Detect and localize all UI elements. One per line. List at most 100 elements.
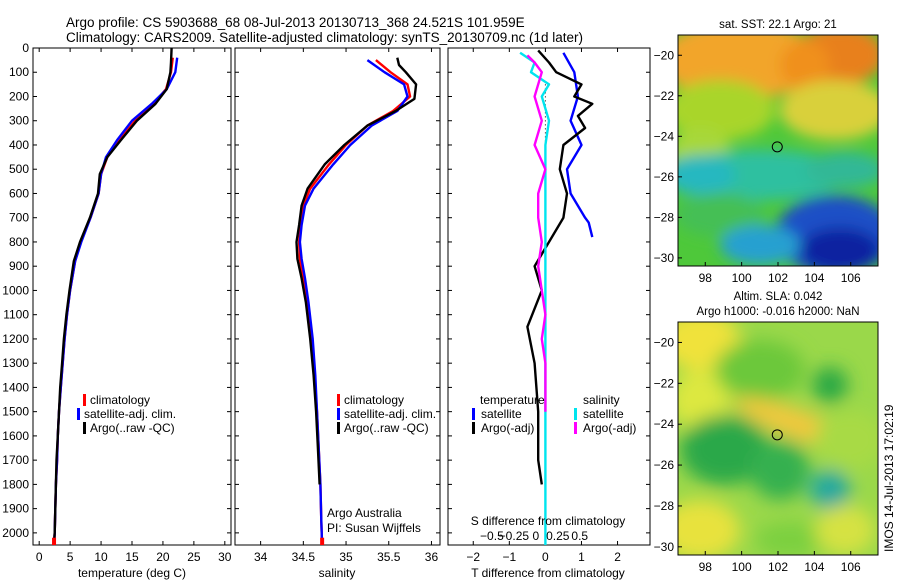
legend-swatch-t-satellite xyxy=(472,408,475,420)
legend-title-salinity: salinity xyxy=(583,393,620,407)
depth-tick-label: 1800 xyxy=(2,477,29,491)
sla-map-panel: Altim. SLA: 0.042 Argo h1000: -0.016 h20… xyxy=(654,291,879,574)
legend-label-s-argo: Argo(-adj) xyxy=(583,421,636,435)
depth-tick-label: 600 xyxy=(9,186,29,200)
temperature-panel: 0100200300400500600700800900100011001200… xyxy=(2,41,232,580)
depth-tick-label: 700 xyxy=(9,211,29,225)
lat-tick-label: −26 xyxy=(654,170,675,184)
legend-swatch-climatology xyxy=(337,394,340,406)
lon-tick-label: 102 xyxy=(768,560,788,574)
salinity-difference-tick-label: 0.5 xyxy=(571,529,588,543)
depth-tick-label: 800 xyxy=(9,235,29,249)
lon-tick-label: 98 xyxy=(699,560,713,574)
difference-legend: temperature salinity satellite Argo(-adj… xyxy=(472,393,636,435)
lat-tick-label: −20 xyxy=(654,48,675,62)
depth-tick-label: 1400 xyxy=(2,380,29,394)
legend-swatch-satellite xyxy=(77,408,80,420)
lon-tick-label: 98 xyxy=(699,271,713,285)
depth-tick-label: 900 xyxy=(9,259,29,273)
difference-xlabel-bottom: T difference from climatology xyxy=(471,566,625,580)
lat-tick-label: −28 xyxy=(654,210,675,224)
legend-label-climatology: climatology xyxy=(344,393,404,407)
difference-panel: −2 −1 0 1 2 −0.5−0.25 0 0.25 0.5 T difference f… xyxy=(447,47,651,580)
lat-tick-label: −28 xyxy=(654,499,675,513)
legend-label-s-satellite: satellite xyxy=(583,407,624,421)
depth-tick-label: 1500 xyxy=(2,405,29,419)
series-line-argo-raw-qc- xyxy=(52,47,173,546)
x-tick-label: 1 xyxy=(578,550,585,564)
legend-label-t-argo: Argo(-adj) xyxy=(481,421,534,435)
lat-tick-label: −24 xyxy=(654,417,675,431)
imos-stamp: IMOS 14-Jul-2013 17:02:19 xyxy=(882,404,896,552)
series-line-satellite-adj-clim- xyxy=(52,57,179,546)
credit-pi: PI: Susan Wijffels xyxy=(327,521,421,535)
lat-tick-label: −30 xyxy=(654,540,675,554)
lon-tick-label: 102 xyxy=(768,271,788,285)
x-tick-label: 34 xyxy=(254,550,268,564)
lon-tick-label: 104 xyxy=(804,560,824,574)
x-tick-label: 2 xyxy=(614,550,621,564)
salinity-xlabel: salinity xyxy=(319,566,356,580)
legend-label-satellite: satellite-adj. clim. xyxy=(344,407,436,421)
bottom-marker xyxy=(320,537,325,545)
x-tick-label: 0 xyxy=(542,550,549,564)
x-tick-label: 15 xyxy=(125,550,139,564)
lat-tick-label: −24 xyxy=(654,129,675,143)
depth-tick-label: 400 xyxy=(9,138,29,152)
depth-tick-label: 1900 xyxy=(2,502,29,516)
temperature-xlabel: temperature (deg C) xyxy=(78,566,186,580)
lon-tick-label: 106 xyxy=(841,271,861,285)
legend-swatch-argo xyxy=(337,422,340,434)
x-tick-label: −2 xyxy=(466,550,480,564)
lat-tick-label: −20 xyxy=(654,335,675,349)
legend-label-argo: Argo(..raw -QC) xyxy=(344,421,429,435)
legend-swatch-s-argo xyxy=(574,422,577,434)
depth-tick-label: 1100 xyxy=(3,308,29,322)
depth-tick-label: 300 xyxy=(9,114,29,128)
salinity-axes-frame xyxy=(234,47,441,546)
x-tick-label: 25 xyxy=(187,550,201,564)
lon-tick-label: 104 xyxy=(804,271,824,285)
difference-xlabel-top: S difference from climatology xyxy=(471,514,626,528)
difference-axes-frame xyxy=(447,47,651,546)
x-tick-label: 30 xyxy=(218,550,232,564)
series-line-climatology xyxy=(52,57,174,546)
salinity-panel: 34 34.5 35 35.5 36 salinity climatology sate… xyxy=(234,47,441,580)
sla-map-title-line-1: Altim. SLA: 0.042 xyxy=(734,291,823,303)
series-line-argo-raw-qc- xyxy=(295,57,418,485)
x-tick-label: 35.5 xyxy=(377,550,401,564)
lat-tick-label: −30 xyxy=(654,251,675,265)
legend-label-t-satellite: satellite xyxy=(481,407,522,421)
lat-tick-label: −22 xyxy=(654,89,675,103)
credit-org: Argo Australia xyxy=(327,506,402,520)
sst-heatmap-field xyxy=(678,35,878,266)
depth-tick-label: 1000 xyxy=(2,283,29,297)
depth-tick-label: 200 xyxy=(9,89,29,103)
depth-tick-label: 1300 xyxy=(2,356,29,370)
lat-tick-label: −22 xyxy=(654,376,675,390)
sst-map-panel: sat. SST: 22.1 Argo: 21 98 100 102 104 106 xyxy=(654,19,879,285)
sla-heatmap-field xyxy=(678,322,878,555)
lon-tick-label: 100 xyxy=(732,271,752,285)
x-tick-label: 0 xyxy=(36,550,43,564)
series-line-s-satellite xyxy=(519,51,551,545)
x-tick-label: 5 xyxy=(67,550,74,564)
series-line-s-argo-adj- xyxy=(526,54,547,412)
lat-tick-label: −26 xyxy=(654,458,675,472)
x-tick-label: 20 xyxy=(156,550,170,564)
depth-tick-label: 100 xyxy=(9,65,29,79)
lon-tick-label: 100 xyxy=(732,560,752,574)
x-tick-label: 35 xyxy=(339,550,353,564)
legend-swatch-t-argo xyxy=(472,422,475,434)
series-line-satellite-adj-clim- xyxy=(298,59,409,546)
sla-map-title-line-2: Argo h1000: -0.016 h2000: NaN xyxy=(696,306,859,318)
header-line-2: Climatology: CARS2009. Satellite-adjuste… xyxy=(66,30,583,45)
sst-map-title: sat. SST: 22.1 Argo: 21 xyxy=(719,19,837,31)
lon-tick-label: 106 xyxy=(841,560,861,574)
bottom-marker xyxy=(52,537,57,545)
x-tick-label: 10 xyxy=(94,550,108,564)
salinity-difference-tick-label: −0.25 xyxy=(499,529,530,543)
legend-label-satellite: satellite-adj. clim. xyxy=(84,407,176,421)
temperature-legend: climatology satellite-adj. clim. Argo(..… xyxy=(77,393,176,435)
